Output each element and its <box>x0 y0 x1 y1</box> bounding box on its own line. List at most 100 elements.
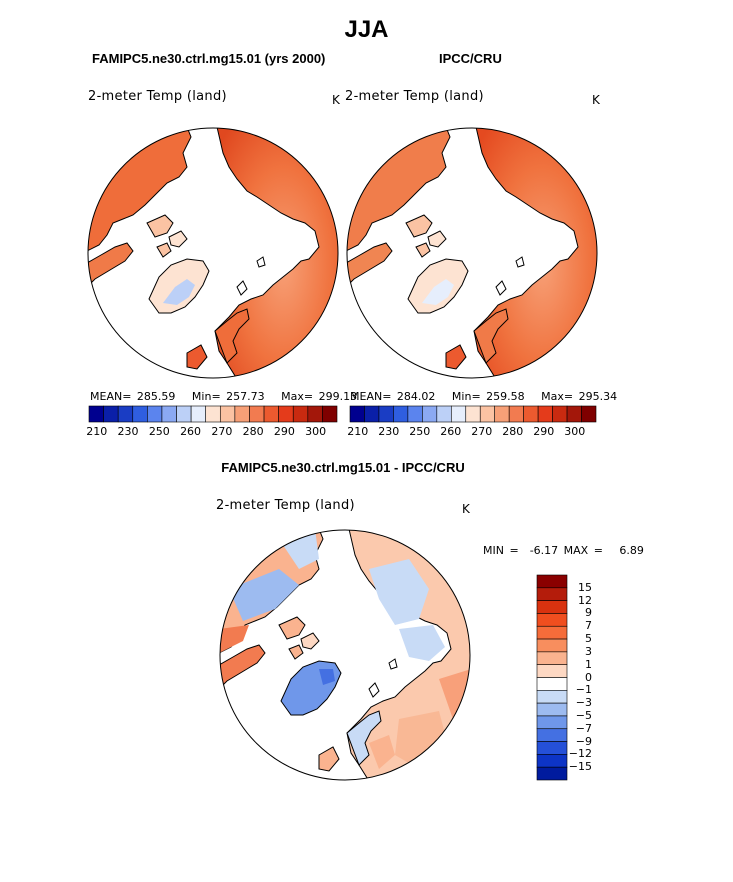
model-colorbar-tick-label: 210 <box>86 425 108 438</box>
obs-stats: MEAN= 284.02 Min= 259.58 Max= 295.34 <box>350 390 617 403</box>
obs-colorbar-tick-label: 290 <box>533 425 555 438</box>
diff-case-title: FAMIPC5.ne30.ctrl.mg15.01 - IPCC/CRU <box>221 460 465 475</box>
model-colorbar-swatch <box>292 405 309 423</box>
diff-colorbar-swatch <box>536 715 568 730</box>
diff-colorbar-swatch <box>536 702 568 717</box>
diff-colorbar-swatch <box>536 613 568 627</box>
obs-colorbar-swatch <box>465 405 481 423</box>
diff-colorbar-tick-label: 5 <box>585 632 592 646</box>
model-colorbar <box>88 405 338 423</box>
model-colorbar-swatch <box>132 405 148 423</box>
diff-colorbar-tick-label: 12 <box>578 593 592 607</box>
diff-colorbar-swatch <box>536 638 568 653</box>
obs-colorbar-swatch <box>552 405 568 423</box>
model-max-label: Max= <box>281 390 314 403</box>
diff-colorbar-swatch <box>536 651 568 665</box>
obs-colorbar-swatch <box>479 405 496 423</box>
diff-colorbar-labels: 15 12 9 7 5 3 1 0 −1 −3 −5 −7 −9 −12 −15 <box>568 575 608 780</box>
model-colorbar-swatch <box>161 405 177 423</box>
obs-colorbar-tick-label: 280 <box>502 425 524 438</box>
model-variable-label: 2-meter Temp (land) <box>88 89 227 104</box>
diff-colorbar-tick-label: −3 <box>575 696 592 710</box>
obs-colorbar-tick-label: 210 <box>347 425 369 438</box>
model-colorbar-swatch <box>190 405 207 423</box>
model-colorbar-swatch <box>234 405 250 423</box>
model-colorbar-swatch <box>307 405 323 423</box>
model-colorbar-swatch <box>103 405 119 423</box>
diff-colorbar-tick-label: −9 <box>575 734 592 748</box>
diff-colorbar-swatch <box>536 690 568 704</box>
model-colorbar-tick-label: 250 <box>148 425 170 438</box>
model-colorbar-tick-label: 270 <box>211 425 233 438</box>
obs-min-label: Min= <box>451 390 481 403</box>
diff-max-value: 6.89 <box>619 544 644 557</box>
obs-variable-label: 2-meter Temp (land) <box>345 89 484 104</box>
obs-mean-label: MEAN= <box>350 390 392 403</box>
obs-colorbar-tick-label: 260 <box>440 425 462 438</box>
obs-min-value: 259.58 <box>486 390 525 403</box>
diff-units-label: K <box>462 502 470 516</box>
diff-colorbar-tick-label: 9 <box>585 606 592 620</box>
diff-colorbar-tick-label: 3 <box>585 644 592 658</box>
diff-colorbar-swatch <box>536 625 568 640</box>
diff-colorbar-tick-label: 1 <box>585 657 592 671</box>
diff-colorbar-swatch <box>536 677 568 691</box>
diff-colorbar-swatch <box>536 741 568 755</box>
model-colorbar-swatch <box>249 405 265 423</box>
obs-colorbar-tick-label: 230 <box>378 425 400 438</box>
diff-colorbar <box>536 574 568 781</box>
obs-colorbar-swatch <box>494 405 510 423</box>
diff-polar-map <box>219 529 471 781</box>
model-polar-map <box>87 127 339 379</box>
model-colorbar-swatch <box>205 405 221 423</box>
model-colorbar-swatch <box>176 405 192 423</box>
model-colorbar-swatch <box>278 405 294 423</box>
diff-colorbar-swatch <box>536 587 568 601</box>
model-case-title: FAMIPC5.ne30.ctrl.mg15.01 (yrs 2000) <box>92 51 326 66</box>
obs-colorbar-swatch <box>523 405 539 423</box>
obs-colorbar-swatch <box>349 405 365 423</box>
model-colorbar-tick-label: 300 <box>305 425 327 438</box>
diff-colorbar-tick-label: 15 <box>578 580 592 594</box>
obs-colorbar-tick-label: 270 <box>471 425 493 438</box>
model-units-label: K <box>332 93 340 107</box>
model-colorbar-swatch <box>117 405 134 423</box>
diff-colorbar-tick-label: −1 <box>575 683 592 697</box>
model-colorbar-swatch <box>263 405 279 423</box>
diff-min-value: -6.17 <box>529 544 559 557</box>
obs-colorbar-swatch <box>450 405 467 423</box>
diff-colorbar-tick-label: −15 <box>568 760 592 774</box>
obs-colorbar-swatch <box>393 405 409 423</box>
obs-colorbar-swatch <box>407 405 423 423</box>
model-colorbar-tick-label: 290 <box>273 425 295 438</box>
obs-mean-value: 284.02 <box>396 390 436 403</box>
model-colorbar-swatch <box>147 405 163 423</box>
diff-colorbar-swatch <box>536 766 568 781</box>
diff-colorbar-tick-label: 7 <box>585 619 592 633</box>
obs-colorbar-swatch <box>537 405 553 423</box>
diff-colorbar-swatch <box>536 664 568 678</box>
obs-colorbar-swatch <box>378 405 394 423</box>
obs-max-value: 295.34 <box>578 390 618 403</box>
diff-variable-label: 2-meter Temp (land) <box>216 498 355 513</box>
diff-colorbar-tick-label: −12 <box>568 747 592 761</box>
obs-colorbar-swatch <box>422 405 438 423</box>
diff-colorbar-tick-label: −5 <box>575 708 592 722</box>
model-colorbar-labels: 210 230 250 260 270 280 290 300 <box>86 425 337 439</box>
obs-colorbar-labels: 210 230 250 260 270 280 290 300 <box>347 425 596 439</box>
model-colorbar-tick-label: 230 <box>117 425 139 438</box>
diff-colorbar-tick-label: 0 <box>585 670 592 684</box>
model-stats: MEAN= 285.59 Min= 257.73 Max= 299.13 <box>90 390 357 403</box>
obs-colorbar-swatch <box>436 405 452 423</box>
obs-colorbar-swatch <box>566 405 582 423</box>
model-colorbar-swatch <box>219 405 236 423</box>
model-min-label: Min= <box>191 390 221 403</box>
obs-case-title: IPCC/CRU <box>439 51 502 66</box>
model-mean-value: 285.59 <box>136 390 176 403</box>
model-colorbar-tick-label: 280 <box>242 425 264 438</box>
obs-units-label: K <box>592 93 600 107</box>
obs-colorbar <box>349 405 597 423</box>
model-colorbar-tick-label: 260 <box>180 425 202 438</box>
model-colorbar-swatch <box>322 405 338 423</box>
obs-max-label: Max= <box>541 390 574 403</box>
